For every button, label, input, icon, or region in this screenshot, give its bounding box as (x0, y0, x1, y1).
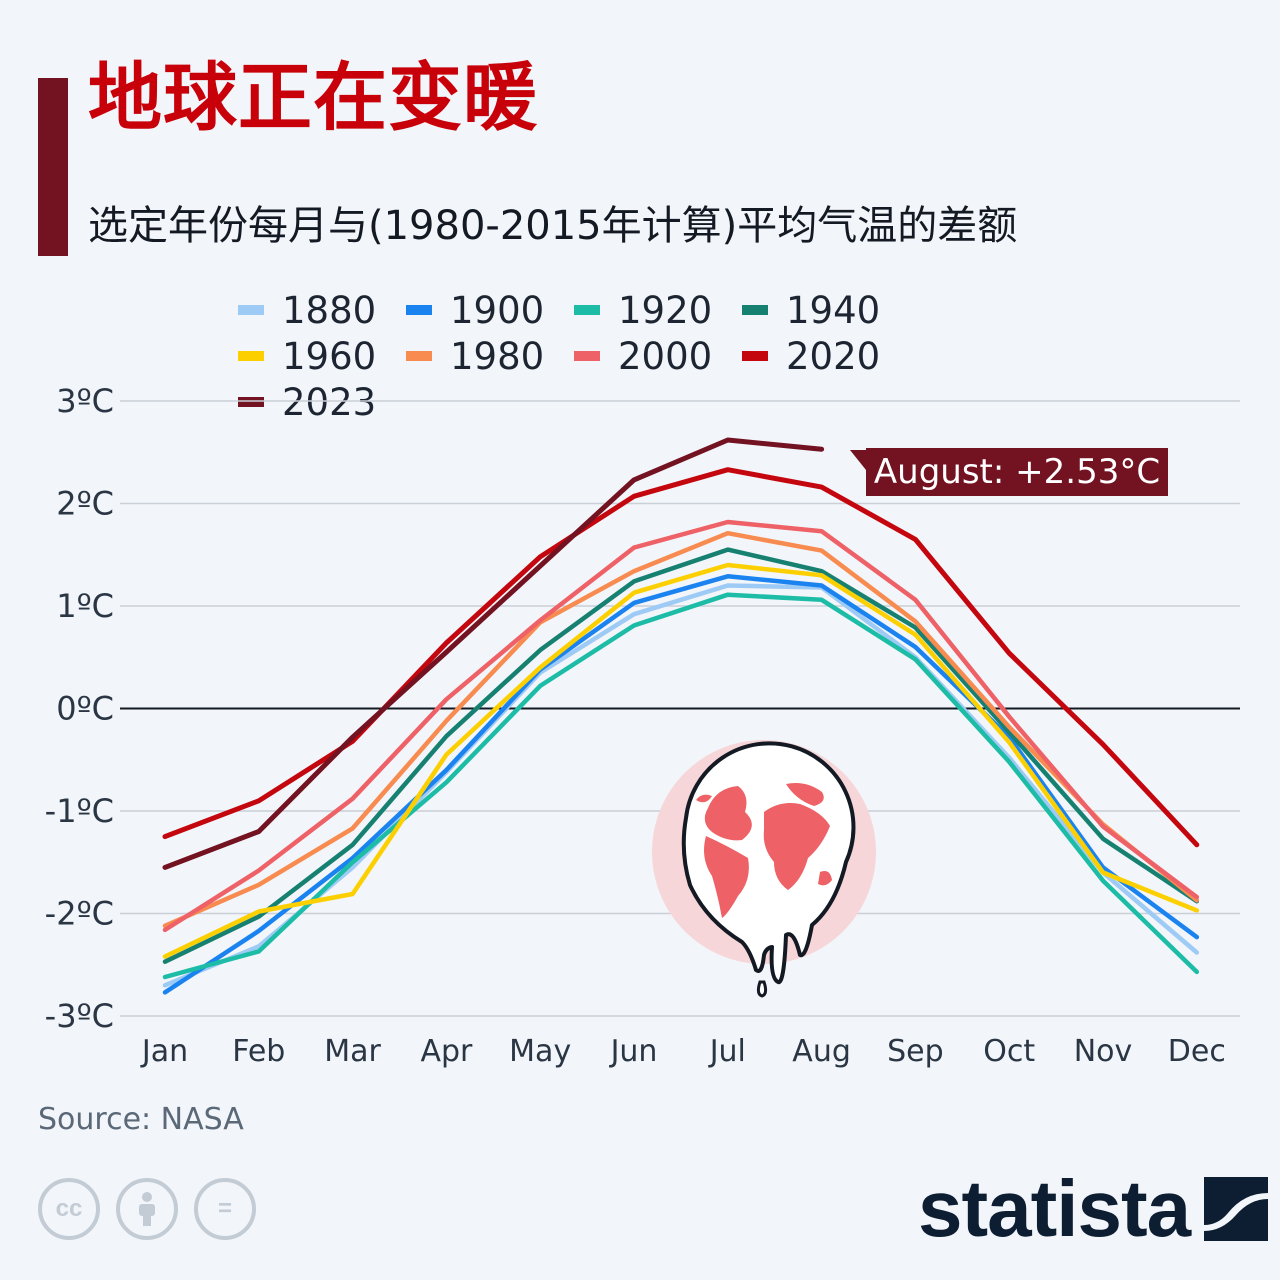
x-tick-label: Aug (792, 1034, 851, 1069)
legend-item-1900: 1900 (406, 288, 574, 332)
legend-swatch (238, 305, 264, 315)
x-tick-label: Mar (324, 1034, 381, 1069)
melting-earth-icon (652, 740, 876, 998)
page-subtitle: 选定年份每月与(1980-2015年计算)平均气温的差额 (88, 203, 1018, 249)
legend-label: 1900 (450, 288, 545, 332)
legend-label: 1920 (618, 288, 713, 332)
y-tick-label: 1ºC (56, 587, 114, 625)
legend-label: 1940 (786, 288, 881, 332)
series-line-2023 (162, 437, 825, 870)
legend-swatch (238, 351, 264, 361)
series-line-1880 (162, 583, 1200, 988)
cc-icon: cc (38, 1178, 100, 1240)
legend-item-1960: 1960 (238, 334, 406, 378)
y-tick-label: -2ºC (45, 895, 114, 933)
legend-swatch (238, 397, 264, 407)
legend-label: 2023 (282, 380, 377, 424)
legend-label: 1880 (282, 288, 377, 332)
series-line-1940 (162, 547, 1200, 964)
statista-logo: statista (918, 1164, 1269, 1253)
series-line-1920 (162, 592, 1200, 980)
statista-mark-icon (1204, 1177, 1269, 1241)
x-tick-label: Sep (887, 1034, 944, 1069)
x-axis-labels: Jan Feb Mar Apr May Jun Jul Aug Sep Oct Nov Dec (140, 1034, 1226, 1069)
callout-label: August: +2.53°C (874, 452, 1160, 492)
legend-item-2000: 2000 (574, 334, 742, 378)
title-accent-bar (38, 78, 68, 256)
x-tick-label: Dec (1168, 1034, 1226, 1069)
series-line-1980 (162, 530, 1200, 929)
legend-label: 2000 (618, 334, 713, 378)
chart-legend: 1880 1900 1920 1940 1960 1980 2000 2020 2023 (238, 288, 998, 424)
x-tick-label: Jan (140, 1034, 188, 1069)
series-line-2000 (162, 519, 1200, 933)
attribution-icon (116, 1178, 178, 1240)
series-lines (162, 437, 1200, 995)
x-tick-label: Jun (609, 1034, 658, 1069)
legend-label: 1980 (450, 334, 545, 378)
y-tick-label: 2ºC (56, 485, 114, 523)
legend-swatch (406, 351, 432, 361)
legend-item-2020: 2020 (742, 334, 910, 378)
x-tick-label: Jul (708, 1034, 746, 1069)
x-tick-label: May (509, 1034, 571, 1069)
legend-label: 1960 (282, 334, 377, 378)
legend-label: 2020 (786, 334, 881, 378)
source-note: Source: NASA (38, 1102, 244, 1137)
x-tick-label: Feb (232, 1034, 285, 1069)
callout-badge: August: +2.53°C (850, 448, 1168, 496)
line-chart: 3ºC 2ºC 1ºC 0ºC -1ºC -2ºC -3ºC Jan Feb Mar Apr May… (45, 382, 1240, 1069)
legend-item-1980: 1980 (406, 334, 574, 378)
y-tick-label: 3ºC (56, 382, 114, 420)
series-line-1900 (162, 574, 1200, 995)
series-line-1960 (162, 562, 1200, 959)
legend-swatch (574, 305, 600, 315)
legend-item-1940: 1940 (742, 288, 910, 332)
x-tick-label: Nov (1074, 1034, 1133, 1069)
legend-item-2023: 2023 (238, 380, 406, 424)
x-tick-label: Apr (420, 1034, 473, 1069)
page-title: 地球正在变暖 (88, 55, 538, 141)
legend-swatch (742, 305, 768, 315)
x-tick-label: Oct (983, 1034, 1035, 1069)
y-tick-label: -3ºC (45, 997, 114, 1035)
y-tick-label: -1ºC (45, 792, 114, 830)
no-derivatives-icon: = (194, 1178, 256, 1240)
legend-item-1880: 1880 (238, 288, 406, 332)
legend-swatch (406, 305, 432, 315)
license-icons: cc = (38, 1178, 256, 1240)
y-tick-label: 0ºC (56, 690, 114, 728)
legend-item-1920: 1920 (574, 288, 742, 332)
legend-swatch (574, 351, 600, 361)
brand-wordmark: statista (918, 1164, 1191, 1253)
legend-swatch (742, 351, 768, 361)
y-axis-labels: 3ºC 2ºC 1ºC 0ºC -1ºC -2ºC -3ºC (45, 382, 114, 1035)
